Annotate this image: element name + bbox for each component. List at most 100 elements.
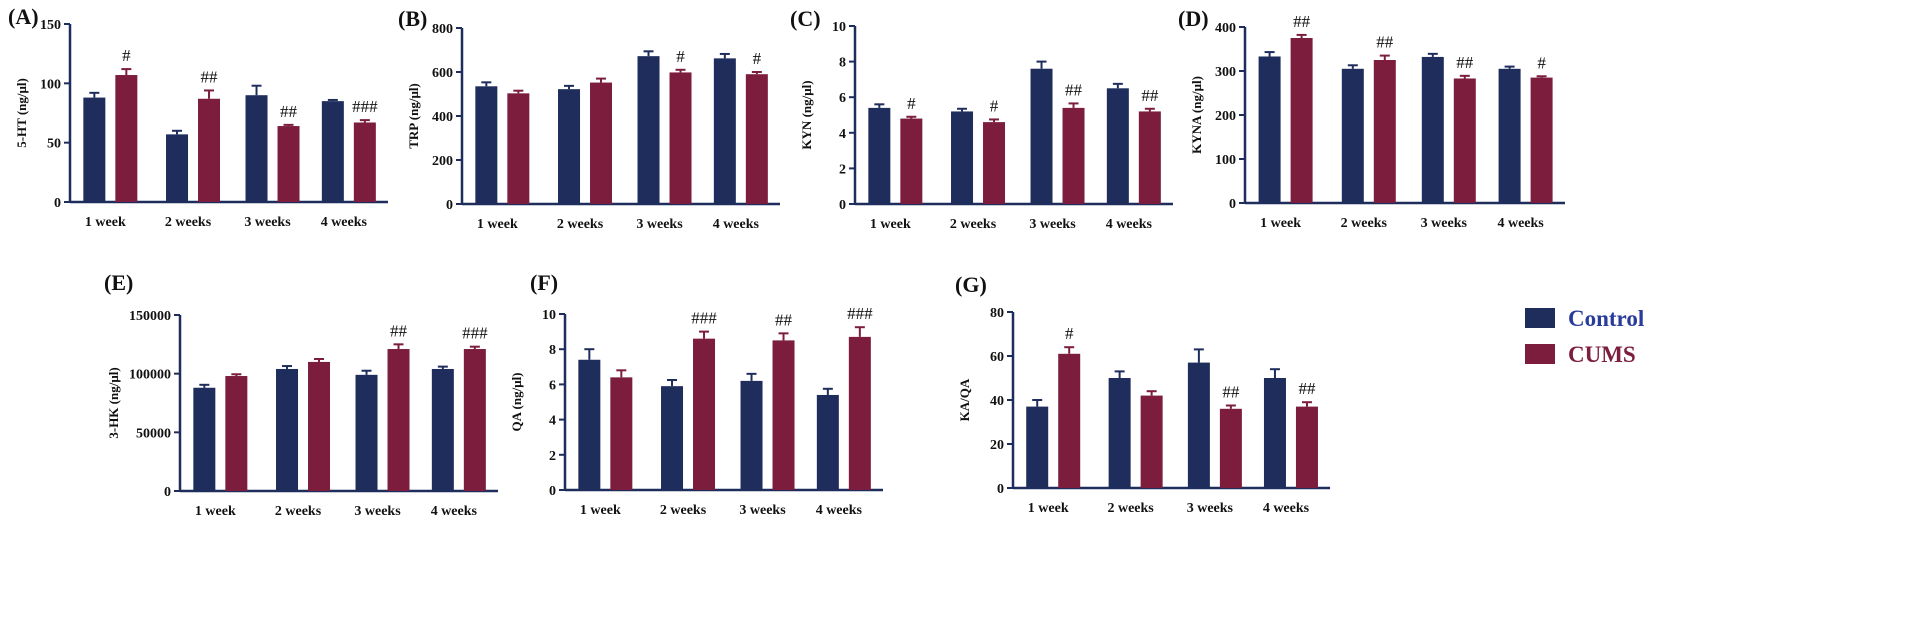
bar-control: [1498, 68, 1521, 203]
y-tick-label: 100: [1215, 153, 1236, 168]
x-tick-label: 1 week: [1260, 216, 1301, 231]
y-tick-label: 8: [839, 56, 846, 71]
significance-mark: #: [907, 94, 916, 113]
chart-panel-5: (E) 3-HK (ng/μl) 0 50000 100000 150000 1 week 2…: [104, 270, 498, 519]
y-axis-title: KYN (ng/μl): [799, 80, 814, 149]
x-tick-label: 1 week: [580, 503, 621, 518]
x-tick-label: 1 week: [1028, 501, 1069, 516]
x-tick-label: 3 weeks: [1421, 216, 1468, 231]
significance-mark: ###: [462, 324, 488, 343]
bar-cums: [848, 336, 871, 490]
x-tick-label: 2 weeks: [275, 504, 322, 519]
x-tick-label: 2 weeks: [557, 217, 604, 232]
y-tick-label: 100: [40, 77, 61, 92]
bar-control: [816, 394, 839, 490]
bar-control: [321, 101, 344, 202]
y-axis-title: TRP (ng/μl): [406, 83, 421, 149]
y-tick-label: 400: [1215, 21, 1236, 36]
bar-control: [1187, 362, 1210, 488]
y-tick-label: 400: [432, 110, 453, 125]
x-tick-label: 1 week: [85, 215, 126, 230]
significance-mark: ##: [1222, 383, 1240, 402]
y-tick-label: 10: [542, 308, 556, 323]
bar-cums: [1138, 111, 1161, 204]
y-axis-title: 3-HK (ng/μl): [106, 367, 121, 438]
bar-control: [1263, 378, 1286, 488]
panel-label: (D): [1178, 6, 1209, 31]
y-tick-label: 6: [549, 378, 556, 393]
panel-label: (F): [530, 270, 558, 295]
panel-label: (B): [398, 6, 427, 31]
x-tick-label: 2 weeks: [165, 215, 212, 230]
bar-control: [193, 387, 216, 491]
significance-mark: #: [753, 49, 762, 68]
bar-control: [1106, 88, 1129, 204]
chart-panel-3: (C) KYN (ng/μl) 0 2 4 6 8 10 #1 week #2 weeks ## 3 …: [790, 6, 1173, 232]
significance-mark: ##: [1456, 53, 1474, 72]
y-tick-label: 0: [549, 484, 556, 499]
bar-control: [558, 89, 581, 204]
significance-mark: ##: [280, 102, 298, 121]
y-tick-label: 150: [40, 18, 61, 33]
bar-control: [355, 374, 378, 491]
bar-cums: [1062, 107, 1085, 204]
y-tick-label: 50000: [136, 426, 171, 441]
bar-control: [245, 95, 268, 202]
significance-mark: #: [676, 47, 685, 66]
bar-control: [578, 359, 601, 490]
panel-label: (E): [104, 270, 133, 295]
x-tick-label: 3 weeks: [1029, 217, 1076, 232]
x-tick-label: 3 weeks: [354, 504, 401, 519]
x-tick-label: 4 weeks: [321, 215, 368, 230]
bar-cums: [1530, 77, 1553, 203]
legend-swatch-cums: [1525, 344, 1555, 364]
legend: Control CUMS: [1525, 306, 1644, 367]
bar-cums: [1140, 395, 1163, 488]
bar-cums: [507, 93, 530, 204]
x-tick-label: 3 weeks: [1187, 501, 1234, 516]
bar-cums: [1295, 406, 1318, 488]
bar-cums: [387, 349, 410, 491]
bar-cums: [1058, 353, 1081, 488]
x-tick-label: 4 weeks: [1497, 216, 1544, 231]
y-tick-label: 6: [839, 91, 846, 106]
x-tick-label: 2 weeks: [1341, 216, 1388, 231]
y-axis-title: QA (ng/μl): [509, 372, 524, 431]
bar-cums: [590, 82, 613, 204]
bar-cums: [1373, 60, 1396, 203]
significance-mark: #: [122, 46, 131, 65]
bar-cums: [610, 377, 633, 490]
significance-mark: #: [1537, 53, 1546, 72]
bar-control: [1341, 68, 1364, 203]
bar-cums: [900, 118, 923, 204]
bar-control: [661, 386, 684, 490]
y-tick-label: 2: [549, 449, 556, 464]
y-tick-label: 150000: [129, 309, 171, 324]
bar-cums: [277, 126, 300, 202]
bar-control: [1258, 56, 1281, 204]
chart-panel-7: (G) KA/QA 0 20 40 60 80 #1 week 2 weeks ## 3 weeks…: [955, 272, 1330, 516]
bar-cums: [1219, 408, 1242, 488]
chart-panel-6: (F) QA (ng/μl) 0 2 4 6 8 10 1 week ### 2 weeks ## 3 …: [509, 270, 883, 518]
chart-panel-2: (B) TRP (ng/μl) 0 200 400 600 800 1 week 2 weeks…: [398, 6, 780, 232]
bar-cums: [308, 361, 331, 491]
y-axis-title: 5-HT (ng/μl): [14, 78, 29, 148]
panel-label: (A): [8, 4, 39, 29]
x-tick-label: 3 weeks: [636, 217, 683, 232]
bar-cums: [772, 340, 795, 490]
bar-control: [740, 380, 763, 490]
y-tick-label: 60: [990, 350, 1004, 365]
y-tick-label: 0: [839, 198, 846, 213]
significance-mark: ###: [847, 304, 873, 323]
bar-control: [951, 111, 974, 204]
y-tick-label: 4: [549, 414, 556, 429]
y-tick-label: 0: [54, 196, 61, 211]
significance-mark: ##: [1065, 80, 1083, 99]
y-tick-label: 0: [446, 198, 453, 213]
legend-swatch-control: [1525, 308, 1555, 328]
significance-mark: #: [1065, 324, 1074, 343]
bar-control: [431, 368, 454, 491]
y-tick-label: 2: [839, 162, 846, 177]
panel-label: (G): [955, 272, 987, 297]
